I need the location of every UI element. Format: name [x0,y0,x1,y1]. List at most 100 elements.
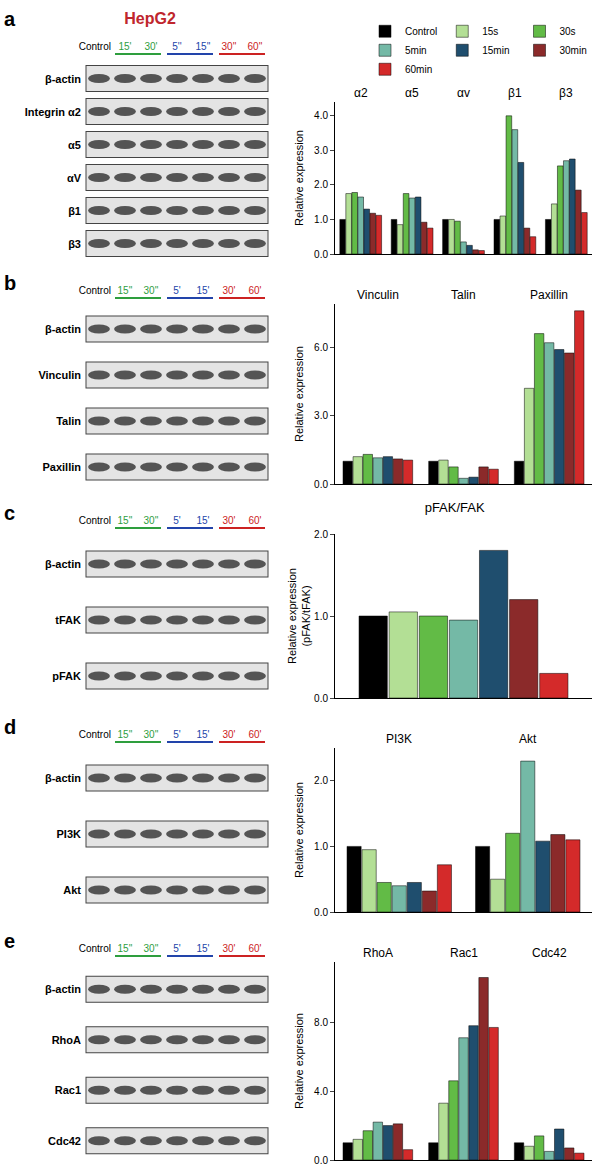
svg-text:30': 30' [222,729,235,740]
svg-text:tFAK: tFAK [55,614,81,626]
svg-text:1.0: 1.0 [314,214,328,225]
svg-text:β-actin: β-actin [45,772,81,784]
svg-text:Rac1: Rac1 [450,946,478,960]
svg-text:30min: 30min [560,45,587,56]
svg-text:αv: αv [457,86,470,100]
svg-text:Rac1: Rac1 [55,1084,81,1096]
svg-text:0.0: 0.0 [314,249,328,260]
svg-text:Akt: Akt [63,884,81,896]
svg-text:b: b [4,272,16,294]
svg-text:β-actin: β-actin [45,558,81,570]
svg-text:15min: 15min [482,45,509,56]
svg-text:Paxillin: Paxillin [530,288,568,302]
svg-text:α2: α2 [354,86,368,100]
svg-text:5': 5' [173,515,181,526]
svg-text:Akt: Akt [519,732,537,746]
svg-text:60': 60' [248,285,261,296]
svg-text:Control: Control [79,943,111,954]
svg-text:2.0: 2.0 [314,529,328,540]
svg-text:30'': 30'' [144,515,159,526]
svg-text:Relative expression: Relative expression [293,346,305,442]
svg-text:2.0: 2.0 [314,775,328,786]
svg-text:Paxillin: Paxillin [42,461,81,473]
svg-text:Talin: Talin [451,288,476,302]
svg-text:2.0: 2.0 [314,179,328,190]
svg-text:15'': 15'' [196,41,211,52]
svg-text:Relative expression: Relative expression [293,130,305,226]
svg-text:Talin: Talin [56,415,81,427]
svg-text:0.0: 0.0 [314,693,328,704]
svg-text:15': 15' [118,41,131,52]
svg-text:5'': 5'' [172,41,181,52]
svg-text:60'': 60'' [248,41,263,52]
svg-text:β3: β3 [68,238,81,250]
svg-text:5': 5' [173,729,181,740]
svg-text:15s: 15s [482,26,498,37]
svg-text:60min: 60min [405,64,432,75]
svg-text:60': 60' [248,515,261,526]
svg-text:30'': 30'' [144,285,159,296]
svg-text:Control: Control [79,41,111,52]
svg-text:c: c [4,502,15,524]
svg-text:15'': 15'' [118,515,133,526]
svg-text:3.0: 3.0 [314,410,328,421]
svg-text:30'': 30'' [222,41,237,52]
svg-text:8.0: 8.0 [314,1017,328,1028]
svg-text:30'': 30'' [144,943,159,954]
svg-text:0.0: 0.0 [314,907,328,918]
svg-text:RhoA: RhoA [363,946,393,960]
svg-text:β-actin: β-actin [45,73,81,85]
svg-text:60': 60' [248,729,261,740]
svg-text:Relative expression: Relative expression [293,782,305,878]
svg-text:60': 60' [248,943,261,954]
svg-text:Relative expression: Relative expression [293,1013,305,1109]
svg-text:1.0: 1.0 [314,611,328,622]
svg-text:15'': 15'' [118,943,133,954]
svg-text:HepG2: HepG2 [124,10,176,27]
svg-text:pFAK/FAK: pFAK/FAK [425,500,485,515]
svg-text:PI3K: PI3K [386,732,412,746]
svg-text:Relative expression(pFAK/tFAK): Relative expression(pFAK/tFAK) [286,568,312,664]
svg-text:30': 30' [222,943,235,954]
svg-text:α5: α5 [405,86,419,100]
svg-text:Control: Control [79,729,111,740]
svg-text:3.0: 3.0 [314,145,328,156]
svg-text:d: d [4,716,16,738]
svg-text:0.0: 0.0 [314,1155,328,1166]
svg-text:β1: β1 [68,205,81,217]
svg-text:α5: α5 [68,139,81,151]
svg-text:β3: β3 [559,86,573,100]
svg-text:15': 15' [196,943,209,954]
svg-text:5': 5' [173,285,181,296]
svg-text:6.0: 6.0 [314,342,328,353]
svg-text:15'': 15'' [118,729,133,740]
svg-text:Control: Control [79,515,111,526]
svg-text:Cdc42: Cdc42 [48,1135,81,1147]
svg-text:15': 15' [196,515,209,526]
svg-text:15': 15' [196,285,209,296]
svg-text:Vinculin: Vinculin [38,369,81,381]
svg-text:1.0: 1.0 [314,841,328,852]
svg-text:30': 30' [222,515,235,526]
svg-text:β1: β1 [508,86,522,100]
svg-text:30': 30' [222,285,235,296]
svg-text:15': 15' [196,729,209,740]
svg-text:30'': 30'' [144,729,159,740]
svg-text:pFAK: pFAK [52,670,81,682]
svg-text:30': 30' [144,41,157,52]
svg-text:4.0: 4.0 [314,1086,328,1097]
svg-text:αV: αV [67,172,82,184]
svg-text:PI3K: PI3K [57,828,82,840]
svg-text:Vinculin: Vinculin [357,288,399,302]
svg-text:30s: 30s [560,26,576,37]
svg-text:β-actin: β-actin [45,323,81,335]
svg-text:Control: Control [79,285,111,296]
svg-text:4.0: 4.0 [314,110,328,121]
svg-text:RhoA: RhoA [52,1034,81,1046]
svg-text:0.0: 0.0 [314,479,328,490]
svg-text:Cdc42: Cdc42 [532,946,567,960]
svg-text:β-actin: β-actin [45,983,81,995]
svg-text:5min: 5min [405,45,427,56]
svg-text:e: e [4,930,15,952]
svg-text:Control: Control [405,26,437,37]
